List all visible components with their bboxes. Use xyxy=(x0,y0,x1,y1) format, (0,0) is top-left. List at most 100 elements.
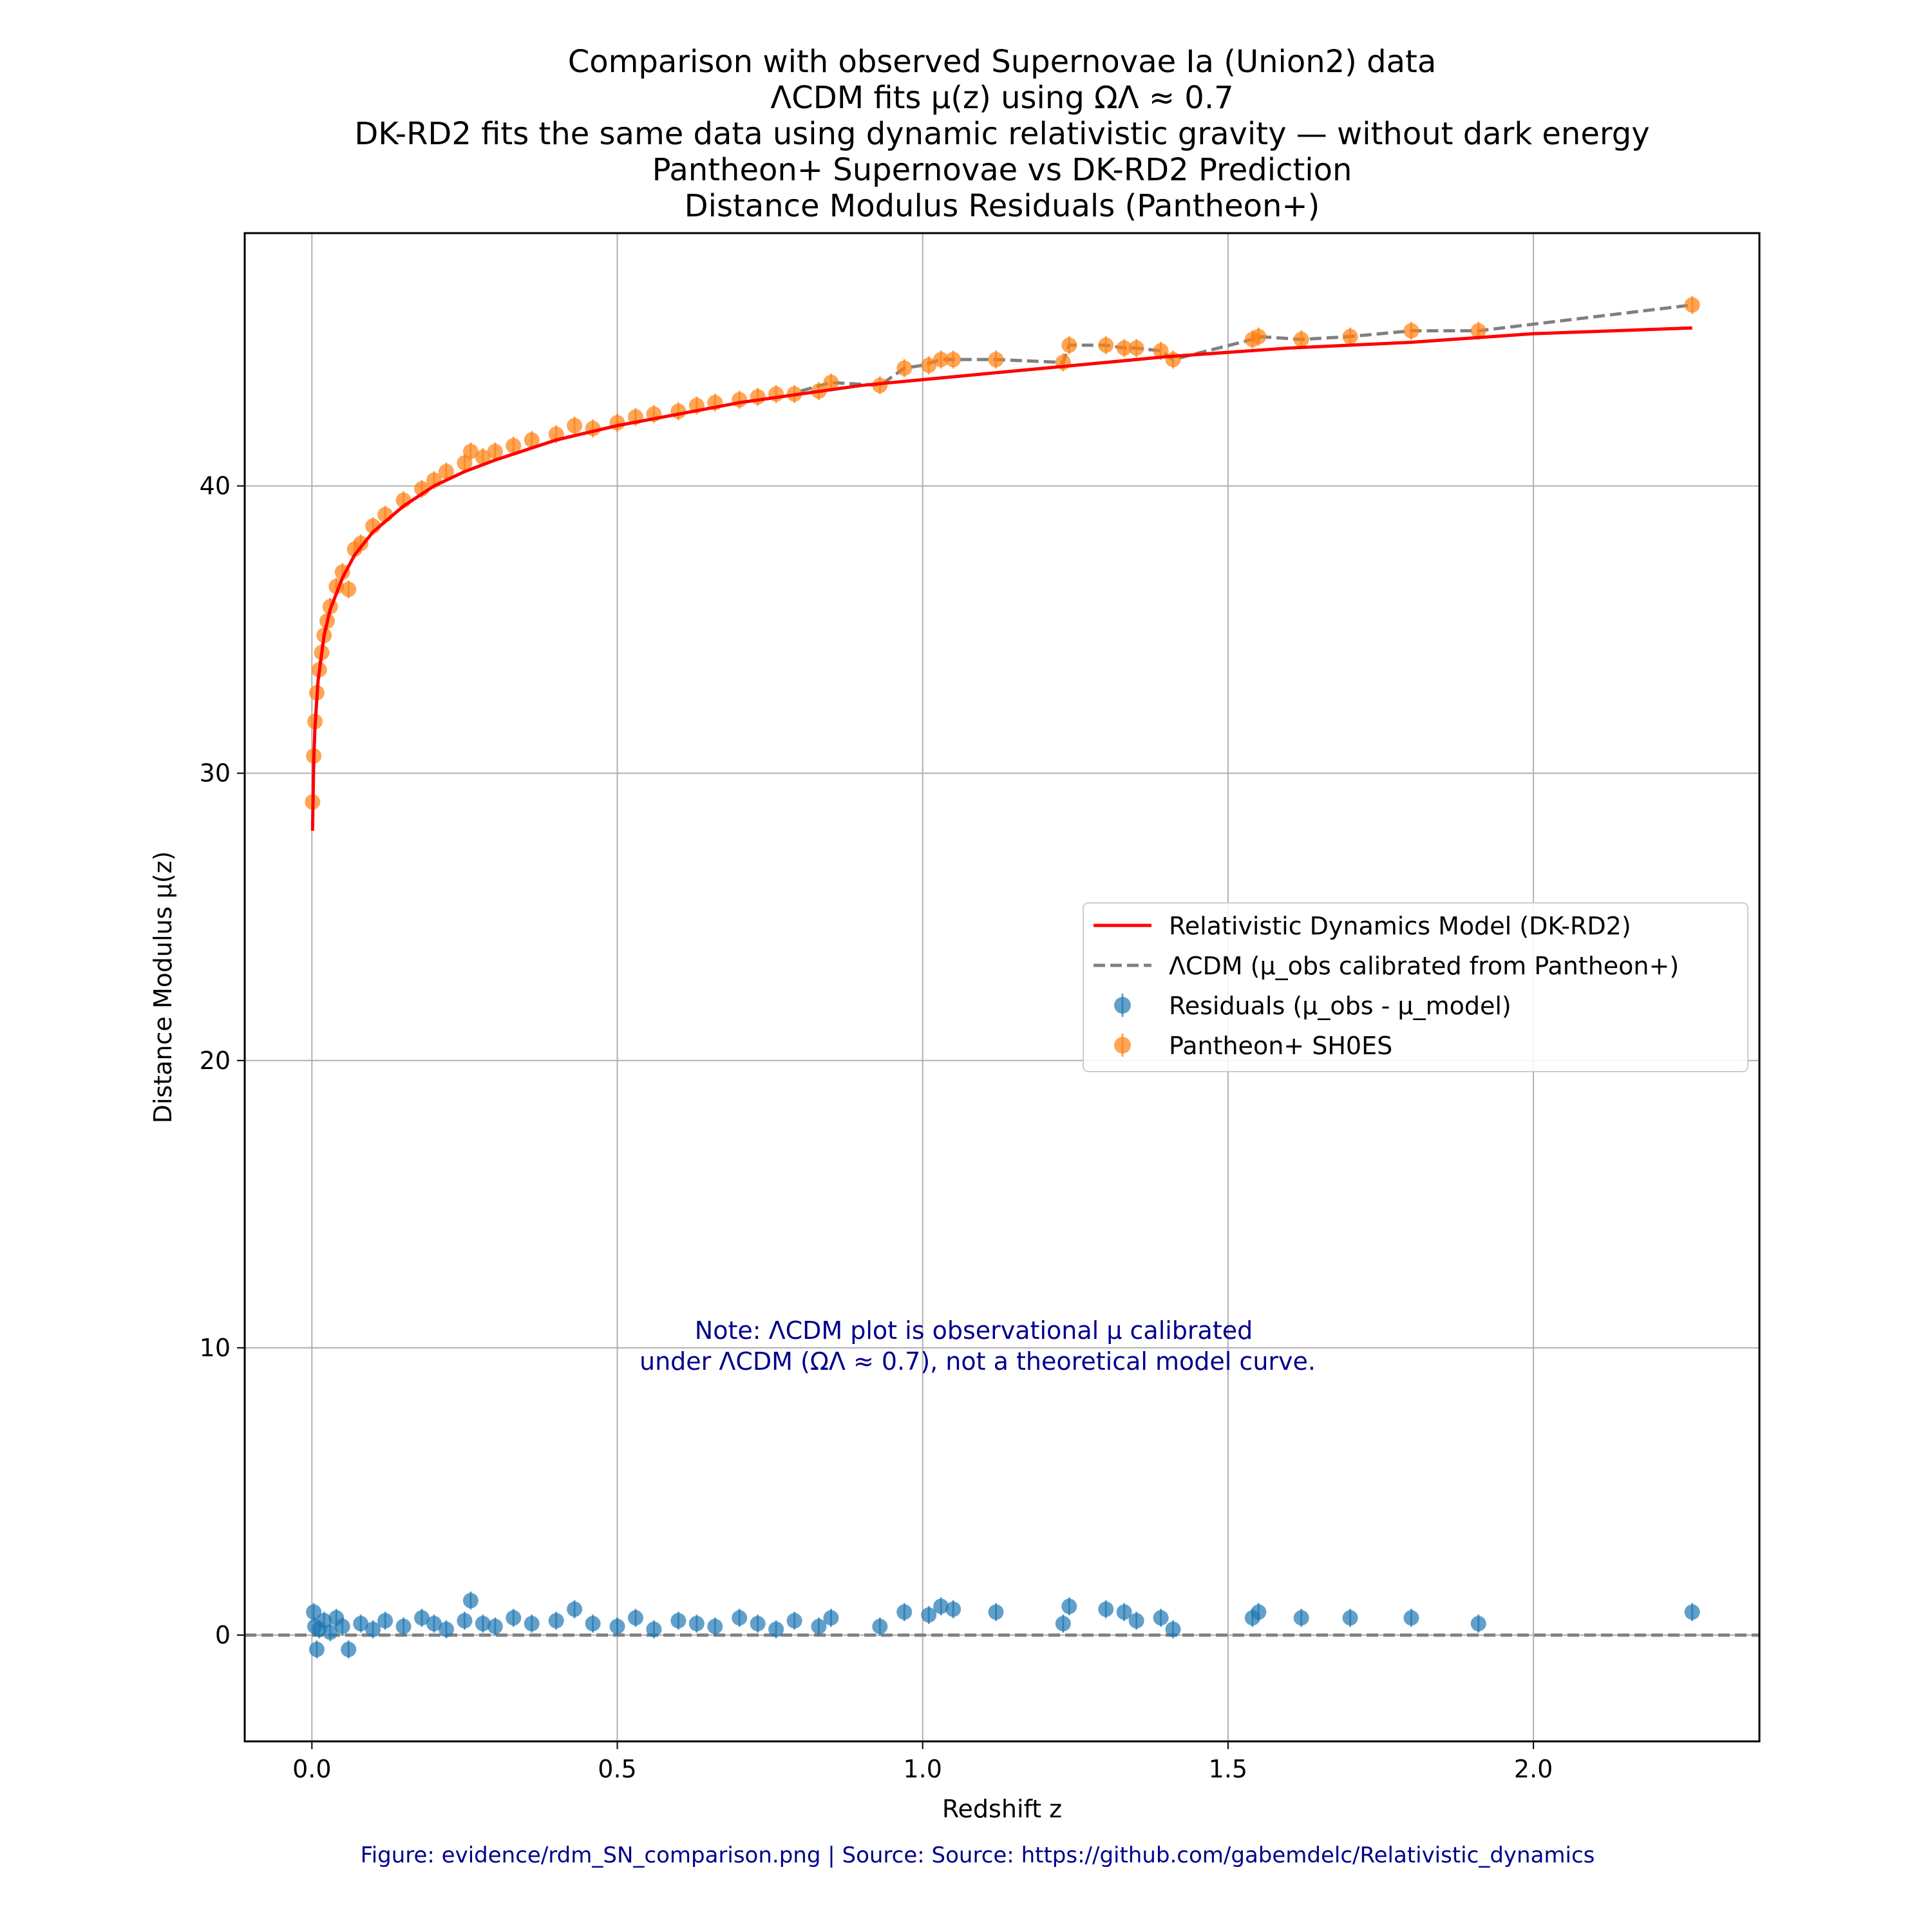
residual-point xyxy=(585,1616,601,1632)
pantheon-point xyxy=(506,438,522,454)
x-tick-label: 1.5 xyxy=(1209,1755,1247,1783)
pantheon-point xyxy=(1098,337,1114,353)
residual-point xyxy=(365,1622,381,1638)
lcdm-series xyxy=(800,303,1692,393)
residual-point xyxy=(768,1622,784,1638)
residual-point xyxy=(1684,1604,1700,1620)
residuals-series xyxy=(306,1591,1700,1659)
x-axis-label: Redshift z xyxy=(942,1795,1062,1823)
legend-label-pantheon: Pantheon+ SH0ES xyxy=(1169,1032,1392,1060)
pantheon-point xyxy=(457,455,473,471)
pantheon-point xyxy=(1116,340,1132,356)
residual-point xyxy=(1061,1598,1077,1615)
pantheon-point xyxy=(988,352,1004,368)
residual-point xyxy=(1098,1601,1114,1617)
residual-point xyxy=(609,1618,625,1634)
y-tick-label: 30 xyxy=(200,759,231,788)
x-axis-ticks: 0.0 0.5 1.0 1.5 2.0 xyxy=(292,1741,1553,1783)
residual-point xyxy=(1116,1604,1132,1620)
pantheon-point xyxy=(475,449,491,465)
pantheon-point xyxy=(823,374,839,390)
x-tick-label: 0.0 xyxy=(292,1755,331,1783)
residual-point xyxy=(438,1622,454,1638)
residual-point xyxy=(506,1610,522,1626)
y-axis-ticks: 0 10 20 30 40 xyxy=(200,472,245,1649)
title-line-1: Comparison with observed Supernovae Ia (… xyxy=(568,44,1437,80)
residual-point xyxy=(1403,1610,1419,1626)
residual-point xyxy=(1165,1622,1181,1638)
pantheon-point xyxy=(1342,328,1358,345)
residual-point xyxy=(1293,1610,1309,1626)
residual-point xyxy=(786,1613,802,1629)
residual-point xyxy=(750,1616,766,1632)
legend-label-model: Relativistic Dynamics Model (DK-RD2) xyxy=(1169,912,1631,940)
x-tick-label: 1.0 xyxy=(903,1755,942,1783)
residual-point xyxy=(1153,1610,1169,1626)
residual-point xyxy=(341,1642,357,1658)
pantheon-point xyxy=(567,417,583,433)
x-tick-label: 0.5 xyxy=(598,1755,636,1783)
pantheon-point xyxy=(524,432,540,448)
lcdm-line xyxy=(800,303,1692,393)
title-line-5: Distance Modulus Residuals (Pantheon+) xyxy=(685,188,1320,224)
annotation-line-1: Note: ΛCDM plot is observational μ calib… xyxy=(695,1316,1253,1345)
residual-point xyxy=(823,1610,839,1626)
legend-swatch-pantheon xyxy=(1114,1037,1131,1054)
pantheon-point xyxy=(921,357,937,374)
residual-point xyxy=(316,1613,332,1629)
residual-point xyxy=(457,1613,473,1629)
residual-point xyxy=(548,1613,564,1629)
legend: Relativistic Dynamics Model (DK-RD2) ΛCD… xyxy=(1083,902,1748,1072)
residual-point xyxy=(1055,1616,1071,1632)
residual-point xyxy=(872,1618,888,1634)
residual-point xyxy=(414,1610,430,1626)
residual-point xyxy=(1128,1613,1144,1629)
residual-point xyxy=(377,1613,393,1629)
residual-point xyxy=(707,1618,723,1634)
legend-box xyxy=(1083,902,1748,1072)
residual-point xyxy=(462,1593,478,1609)
pantheon-point xyxy=(1470,323,1486,339)
residual-point xyxy=(487,1618,503,1634)
figure-footer: Figure: evidence/rdm_SN_comparison.png |… xyxy=(361,1842,1595,1868)
residual-point xyxy=(945,1601,961,1617)
residual-point xyxy=(933,1598,949,1615)
y-tick-label: 10 xyxy=(200,1334,231,1362)
legend-swatch-residuals xyxy=(1114,997,1131,1014)
residual-point xyxy=(426,1616,442,1632)
residual-point xyxy=(1342,1610,1358,1626)
residual-point xyxy=(475,1616,491,1632)
x-tick-label: 2.0 xyxy=(1514,1755,1553,1783)
pantheon-point xyxy=(1403,323,1419,339)
pantheon-point xyxy=(341,582,357,598)
pantheon-point xyxy=(353,535,369,551)
y-tick-label: 40 xyxy=(200,472,231,500)
pantheon-point xyxy=(1061,337,1077,353)
chart-title: Comparison with observed Supernovae Ia (… xyxy=(354,44,1649,224)
pantheon-point xyxy=(1165,352,1181,368)
pantheon-point xyxy=(933,352,949,368)
residual-point xyxy=(627,1610,643,1626)
residual-point xyxy=(395,1618,412,1634)
pantheon-point xyxy=(896,360,913,376)
residual-point xyxy=(988,1604,1004,1620)
residual-point xyxy=(1470,1616,1486,1632)
residual-point xyxy=(567,1601,583,1617)
residual-point xyxy=(334,1618,350,1634)
annotation-line-2: under ΛCDM (ΩΛ ≈ 0.7), not a theoretical… xyxy=(639,1347,1316,1376)
residual-point xyxy=(732,1610,748,1626)
plot-frame xyxy=(243,232,1761,1743)
annotation-note: Note: ΛCDM plot is observational μ calib… xyxy=(639,1316,1316,1376)
residual-point xyxy=(896,1604,913,1620)
residual-point xyxy=(670,1613,687,1629)
legend-label-lcdm: ΛCDM (μ_obs calibrated from Pantheon+) xyxy=(1169,952,1679,980)
residual-point xyxy=(353,1616,369,1632)
pantheon-point xyxy=(1251,328,1267,345)
residual-point xyxy=(524,1616,540,1632)
title-line-3: DK-RD2 fits the same data using dynamic … xyxy=(354,116,1649,152)
pantheon-point xyxy=(487,444,503,460)
residual-point xyxy=(308,1642,325,1658)
y-axis-label: Distance Modulus μ(z) xyxy=(149,851,177,1124)
residual-point xyxy=(1251,1604,1267,1620)
